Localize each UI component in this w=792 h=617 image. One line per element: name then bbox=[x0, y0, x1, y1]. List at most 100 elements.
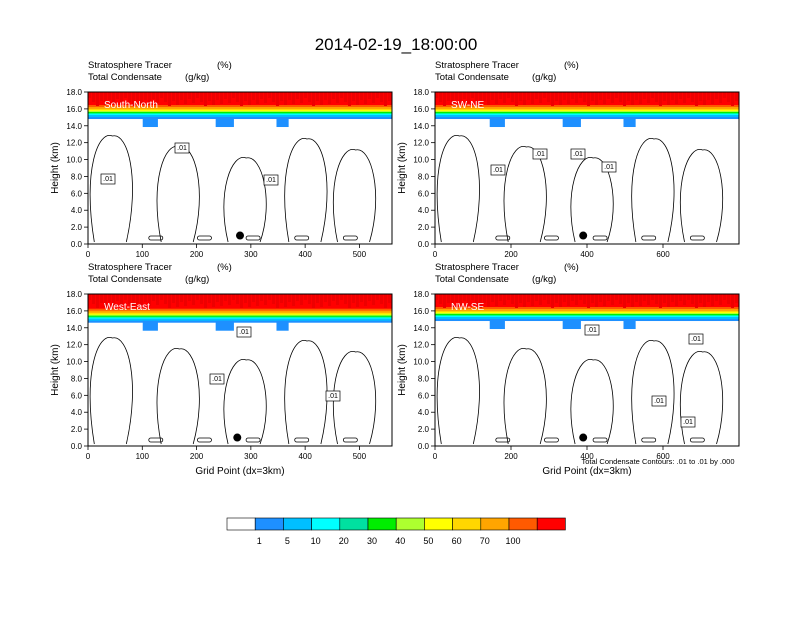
tracer-streak bbox=[144, 92, 147, 100]
panel-label: West-East bbox=[104, 302, 150, 313]
tracer-streak bbox=[595, 294, 598, 307]
tracer-streak bbox=[583, 92, 586, 102]
tracer-streak bbox=[240, 92, 243, 106]
tracer-streak bbox=[368, 294, 371, 301]
tracer-streak bbox=[260, 92, 263, 99]
tracer-streak bbox=[300, 92, 303, 103]
y-tick-label: 2.0 bbox=[71, 223, 83, 232]
contour-label: .01 bbox=[490, 164, 506, 176]
contour-line bbox=[223, 157, 267, 243]
y-tick-label: 14.0 bbox=[413, 122, 429, 131]
tracer-streak bbox=[699, 92, 702, 101]
condensate-contours bbox=[436, 337, 724, 445]
tracer-streak bbox=[711, 92, 714, 104]
y-tick-label: 18.0 bbox=[66, 290, 82, 299]
tracer-streak bbox=[196, 92, 199, 98]
tracer-streak bbox=[683, 294, 686, 305]
tracer-streak bbox=[132, 294, 135, 308]
tracer-streak bbox=[623, 294, 626, 308]
tracer-streak bbox=[344, 294, 347, 304]
svg-text:.01: .01 bbox=[587, 327, 597, 334]
tracer-streak bbox=[108, 294, 111, 302]
tracer-streak bbox=[447, 294, 450, 303]
tracer-streak bbox=[180, 92, 183, 100]
tracer-streak bbox=[643, 294, 646, 301]
tracer-streak bbox=[384, 294, 387, 308]
tracer-streak bbox=[559, 294, 562, 307]
tracer-intrusion bbox=[489, 319, 505, 330]
contour-line bbox=[89, 135, 133, 243]
contour-line bbox=[503, 348, 547, 445]
y-tick-label: 14.0 bbox=[413, 324, 429, 333]
header-tracer-unit: (%) bbox=[217, 60, 232, 71]
tracer-streak bbox=[276, 92, 279, 106]
y-axis-label: Height (km) bbox=[397, 142, 408, 194]
tracer-streak bbox=[571, 294, 574, 301]
tracer-streak bbox=[284, 92, 287, 105]
contour-cell bbox=[342, 235, 358, 241]
tracer-streak bbox=[447, 92, 450, 101]
tracer-streak bbox=[112, 294, 115, 306]
tracer-streak bbox=[615, 92, 618, 98]
tracer-streak bbox=[591, 92, 594, 101]
tracer-streak bbox=[439, 92, 442, 102]
tracer-streak bbox=[116, 294, 119, 301]
tracer-streak bbox=[735, 294, 738, 303]
tracer-streak bbox=[136, 92, 139, 101]
tracer-streak bbox=[583, 294, 586, 304]
tracer-streak bbox=[380, 294, 383, 304]
tracer-streak bbox=[172, 92, 175, 101]
tracer-streak bbox=[304, 92, 307, 98]
tracer-streak bbox=[296, 294, 299, 301]
y-tick-label: 16.0 bbox=[66, 105, 82, 114]
tracer-streak bbox=[531, 294, 534, 306]
tracer-streak bbox=[679, 294, 682, 301]
svg-text:.01: .01 bbox=[683, 419, 693, 426]
tracer-streak bbox=[312, 294, 315, 308]
header-condensate-label: Total Condensate bbox=[435, 72, 509, 83]
contour-line bbox=[436, 135, 480, 243]
contour-cell bbox=[495, 437, 511, 443]
tracer-streak bbox=[120, 92, 123, 103]
tracer-field bbox=[88, 294, 392, 331]
x-tick-label: 200 bbox=[190, 250, 204, 259]
colorbar-level: 60 bbox=[452, 536, 462, 546]
contour-cell bbox=[689, 235, 705, 241]
tracer-streak bbox=[727, 294, 730, 304]
colorbar-level: 70 bbox=[480, 536, 490, 546]
tracer-streak bbox=[296, 92, 299, 99]
contour-line bbox=[503, 146, 547, 243]
tracer-streak bbox=[140, 294, 143, 307]
svg-text:.01: .01 bbox=[212, 376, 222, 383]
svg-text:.01: .01 bbox=[328, 393, 338, 400]
tracer-streak bbox=[128, 294, 131, 304]
y-tick-label: 18.0 bbox=[413, 88, 429, 97]
panel-label: South-North bbox=[104, 100, 158, 111]
tracer-streak bbox=[184, 294, 187, 306]
y-tick-label: 14.0 bbox=[66, 324, 82, 333]
y-tick-label: 8.0 bbox=[418, 374, 430, 383]
header-condensate-unit: (g/kg) bbox=[185, 274, 209, 285]
header-condensate-unit: (g/kg) bbox=[532, 72, 556, 83]
tracer-streak bbox=[651, 294, 654, 300]
tracer-streak bbox=[671, 294, 674, 302]
tracer-streak bbox=[288, 294, 291, 302]
y-tick-label: 10.0 bbox=[413, 358, 429, 367]
tracer-streak bbox=[360, 92, 363, 100]
tracer-streak bbox=[535, 92, 538, 99]
colorbar-level: 10 bbox=[311, 536, 321, 546]
tracer-streak bbox=[467, 92, 470, 103]
tracer-streak bbox=[96, 92, 99, 106]
x-tick-label: 400 bbox=[298, 452, 312, 461]
tracer-streak bbox=[140, 92, 143, 105]
colorbar-swatch bbox=[339, 517, 369, 531]
tracer-streak bbox=[92, 92, 95, 102]
contour-label: .01 bbox=[584, 324, 600, 336]
tracer-streak bbox=[735, 92, 738, 101]
y-tick-label: 10.0 bbox=[66, 156, 82, 165]
y-tick-label: 0.0 bbox=[418, 240, 430, 249]
tracer-streak bbox=[547, 294, 550, 304]
tracer-streak bbox=[503, 92, 506, 103]
x-tick-label: 200 bbox=[504, 452, 518, 461]
tracer-streak bbox=[372, 92, 375, 103]
